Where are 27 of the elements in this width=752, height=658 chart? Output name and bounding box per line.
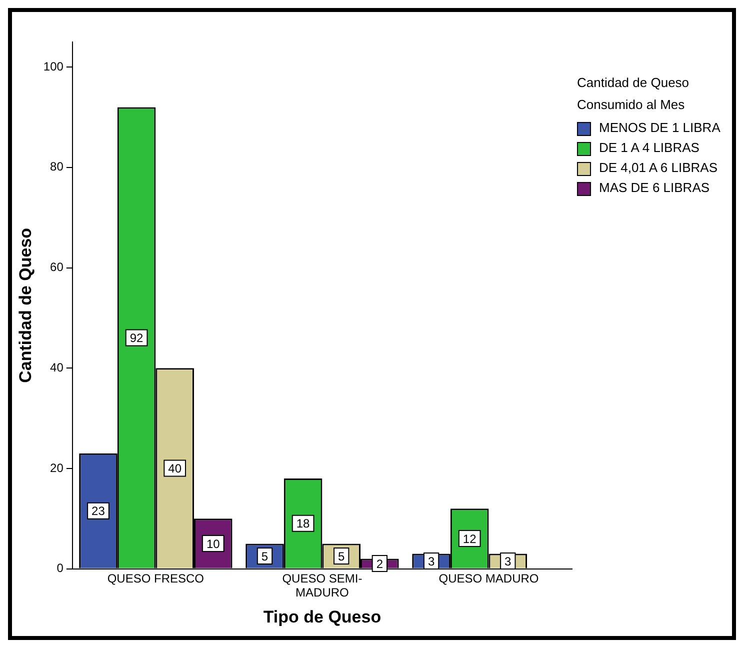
data-label: 18 xyxy=(296,516,310,531)
data-label: 12 xyxy=(462,532,477,546)
x-tick-label: QUESO MADURO xyxy=(438,571,539,586)
data-label: 23 xyxy=(92,504,106,518)
y-tick-label: 0 xyxy=(56,561,64,576)
legend-label: DE 4,01 A 6 LIBRAS xyxy=(599,160,718,175)
data-label: 3 xyxy=(504,554,512,568)
y-tick-label: 40 xyxy=(50,360,64,374)
legend-label: DE 1 A 4 LIBRAS xyxy=(599,140,700,155)
data-label: 5 xyxy=(338,549,346,564)
x-tick-label: QUESO SEMI-MADURO xyxy=(282,571,362,600)
x-tick-label: QUESO FRESCO xyxy=(107,571,204,586)
y-axis-title: Cantidad de Queso xyxy=(16,228,35,383)
data-label: 10 xyxy=(206,536,220,551)
data-label: 40 xyxy=(168,462,182,476)
y-tick-label: 100 xyxy=(43,59,64,74)
x-axis-title: Tipo de Queso xyxy=(263,607,382,626)
legend-label: MENOS DE 1 LIBRA xyxy=(599,120,720,135)
y-tick-label: 20 xyxy=(50,460,64,475)
data-label: 92 xyxy=(130,331,144,346)
legend-label: MAS DE 6 LIBRAS xyxy=(599,180,710,195)
data-label: 2 xyxy=(376,556,384,571)
y-tick-label: 60 xyxy=(50,260,64,274)
data-label: 5 xyxy=(261,549,268,564)
data-label: 3 xyxy=(428,554,435,568)
legend-title: Cantidad de Queso Consumido al Mes xyxy=(577,74,690,114)
y-tick-label: 80 xyxy=(50,160,64,174)
